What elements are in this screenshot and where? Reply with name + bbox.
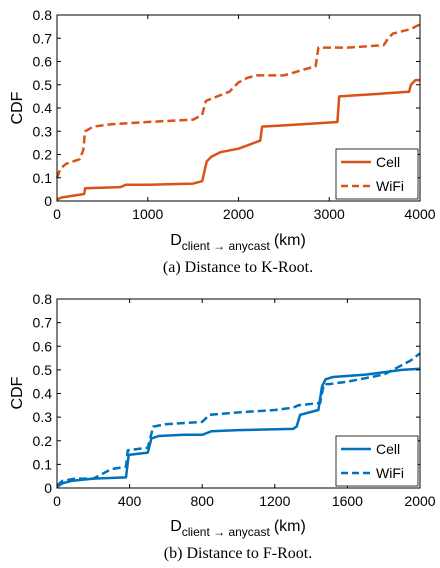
x-tick-label: 1600 xyxy=(332,493,363,509)
series-layer xyxy=(55,23,421,201)
x-tick-label: 1000 xyxy=(132,206,163,222)
series-layer xyxy=(56,352,421,488)
x-tick-label: 0 xyxy=(53,206,61,222)
y-tick-label: 0.7 xyxy=(33,30,53,46)
x-tick-label: 2000 xyxy=(404,493,435,509)
x-tick-label: 1200 xyxy=(259,493,290,509)
series-line-wifi xyxy=(55,23,421,179)
y-tick-label: 0.4 xyxy=(33,386,53,402)
chart-panel-k-root: 0 1000 2000 3000 4000 0 0.1 0.2 0.3 0.4 0.5 0.6 0.7 0… xyxy=(9,7,436,276)
legend-box xyxy=(335,148,419,200)
series-line-cell xyxy=(56,367,421,488)
x-axis-label: Dclient → anycast (km) xyxy=(170,518,306,539)
caption: (a) Distance to K-Root. xyxy=(163,259,313,276)
x-tick-label: 2000 xyxy=(223,206,254,222)
legend: Cell WiFi xyxy=(335,148,419,200)
y-tick-label: 0.2 xyxy=(33,147,53,163)
y-axis-label: CDF xyxy=(9,376,26,409)
series-line-wifi xyxy=(56,352,421,487)
y-tick-label: 0 xyxy=(44,193,52,209)
y-tick-label: 0.5 xyxy=(33,362,53,378)
legend-label-cell: Cell xyxy=(376,441,400,457)
series-line-cell xyxy=(56,78,420,201)
y-tick-label: 0.7 xyxy=(33,315,53,331)
y-tick-label: 0.2 xyxy=(33,433,53,449)
legend: Cell WiFi xyxy=(335,435,419,487)
y-tick-label: 0.4 xyxy=(33,100,53,116)
legend-label-cell: Cell xyxy=(376,154,400,170)
y-axis-label: CDF xyxy=(9,91,26,124)
y-tick-label: 0.1 xyxy=(33,456,53,472)
legend-label-wifi: WiFi xyxy=(376,178,404,194)
legend-label-wifi: WiFi xyxy=(376,465,404,481)
x-tick-label: 3000 xyxy=(314,206,345,222)
y-tick-label: 0.8 xyxy=(33,7,53,23)
y-tick-label: 0 xyxy=(44,480,52,496)
caption: (b) Distance to F-Root. xyxy=(164,545,312,562)
x-tick-label: 400 xyxy=(118,493,142,509)
y-tick-label: 0.8 xyxy=(33,291,53,307)
y-tick-label: 0.6 xyxy=(33,54,53,70)
x-tick-label: 800 xyxy=(191,493,215,509)
ticks-layer: 0 400 800 1200 1600 2000 0 0.1 0.2 0.3 0.4 0.5 0.6 0.… xyxy=(33,291,436,509)
y-tick-label: 0.6 xyxy=(33,338,53,354)
ticks-layer: 0 1000 2000 3000 4000 0 0.1 0.2 0.3 0.4 0.5 0.6 0.7 0… xyxy=(33,7,436,222)
y-tick-label: 0.5 xyxy=(33,77,53,93)
x-tick-label: 4000 xyxy=(404,206,435,222)
y-tick-label: 0.3 xyxy=(33,409,53,425)
chart-panel-f-root: 0 400 800 1200 1600 2000 0 0.1 0.2 0.3 0.4 0.5 0.6 0.… xyxy=(9,291,436,562)
y-tick-label: 0.3 xyxy=(33,123,53,139)
legend-box xyxy=(335,435,419,487)
x-axis-label: Dclient → anycast (km) xyxy=(170,232,306,253)
x-tick-label: 0 xyxy=(53,493,61,509)
y-tick-label: 0.1 xyxy=(33,170,53,186)
